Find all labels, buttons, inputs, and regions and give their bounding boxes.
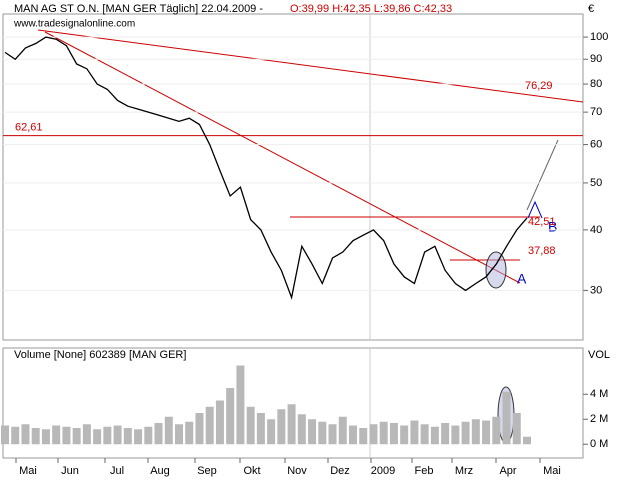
ohlc: O:39,99 H:42,35 L:39,86 C:42,33: [290, 3, 452, 15]
y-tick-label: 60: [590, 138, 602, 150]
volume-bar: [359, 428, 368, 445]
y-tick-label: 80: [590, 78, 602, 90]
y-tick-label: 40: [590, 224, 602, 236]
x-tick-label: Dez: [330, 465, 350, 477]
x-tick-label: Apr: [499, 465, 516, 477]
volume-bar: [318, 421, 327, 445]
wave-label: B: [548, 219, 557, 235]
trendline: [44, 31, 521, 284]
volume-bar: [338, 416, 347, 445]
volume-bar: [21, 424, 30, 445]
x-tick-label: Aug: [150, 465, 170, 477]
watermark: www.tradesignalonline.com: [13, 19, 135, 30]
volume-bar: [236, 365, 245, 445]
volume-bar: [482, 420, 491, 445]
x-tick-label: Sep: [197, 465, 217, 477]
annotation-label: 76,29: [525, 80, 553, 92]
volume-bar: [297, 414, 306, 445]
volume-bar: [492, 416, 501, 445]
annotation-label: 62,61: [15, 122, 43, 134]
y-unit: €: [588, 3, 594, 15]
volume-bar: [205, 406, 214, 445]
forecast-line: [526, 139, 559, 211]
volume-bar: [512, 413, 521, 445]
volume-bar: [451, 425, 460, 445]
highlight: [485, 251, 507, 289]
volume-bar: [41, 429, 50, 445]
volume-bar: [430, 426, 439, 445]
y-tick-label: 4 M: [590, 388, 608, 400]
price-panel: [2, 13, 584, 341]
volume-bar: [400, 425, 409, 445]
volume-bar: [31, 428, 40, 445]
volume-bar: [441, 423, 450, 445]
volume-bar: [82, 424, 91, 445]
volume-bar: [144, 426, 153, 445]
volume-bar: [256, 413, 265, 445]
chart-title: MAN AG ST O.N. [MAN GER Täglich] 22.04.2…: [14, 3, 263, 15]
price-line: [4, 36, 528, 300]
volume-bar: [410, 420, 419, 445]
trendline: [37, 29, 584, 103]
annotation-label: 42,51: [528, 216, 556, 228]
x-tick-label: Feb: [415, 465, 434, 477]
volume-bar: [1, 425, 9, 445]
volume-bar: [62, 426, 71, 445]
volume-bar: [461, 421, 470, 445]
volume-bar: [328, 424, 337, 445]
y-tick-label: 0 M: [590, 438, 608, 450]
volume-bar: [215, 400, 224, 445]
volume-title: Volume [None] 602389 [MAN GER]: [14, 349, 186, 361]
volume-bar: [502, 391, 511, 445]
y-tick-label: 90: [590, 53, 602, 65]
volume-bar: [93, 429, 102, 445]
y-tick-label: 70: [590, 106, 602, 118]
volume-bar: [113, 425, 122, 445]
annotation-label: 37,88: [528, 245, 556, 257]
y-tick-label: 50: [590, 177, 602, 189]
volume-bar: [103, 426, 112, 445]
volume-bar: [11, 426, 20, 445]
x-tick-label: Okt: [243, 465, 260, 477]
y-tick-label: 100: [590, 31, 608, 43]
wave-marker: [527, 200, 543, 219]
y-tick-label: 2 M: [590, 413, 608, 425]
volume-bar: [420, 424, 429, 445]
volume-bar: [164, 416, 173, 445]
volume-bar: [267, 419, 276, 445]
volume-unit: VOL: [588, 349, 610, 361]
volume-bar: [72, 428, 81, 445]
volume-bar: [52, 425, 61, 445]
x-tick-label: Mai: [19, 465, 37, 477]
volume-bar: [523, 436, 531, 445]
x-tick-label: Jun: [61, 465, 79, 477]
volume-bar: [185, 421, 194, 445]
x-tick-label: 2009: [371, 465, 395, 477]
y-tick-label: 30: [590, 284, 602, 296]
x-tick-label: Mai: [543, 465, 561, 477]
x-tick-label: Mrz: [455, 465, 473, 477]
volume-bar: [226, 388, 235, 445]
x-tick-label: Nov: [287, 465, 307, 477]
volume-bar: [369, 424, 378, 445]
volume-bar: [287, 404, 296, 445]
volume-bar: [308, 419, 317, 445]
volume-bar: [277, 409, 286, 445]
volume-bar: [195, 413, 204, 445]
volume-bar: [389, 423, 398, 445]
volume-bar: [123, 428, 132, 445]
volume-bar: [379, 421, 388, 445]
volume-bar: [246, 406, 255, 445]
wave-label: A: [517, 271, 527, 287]
volume-bar: [471, 419, 480, 445]
volume-bar: [349, 425, 357, 445]
volume-bar: [134, 429, 143, 445]
volume-bar: [154, 423, 163, 445]
volume-bar: [175, 424, 183, 445]
x-tick-label: Jul: [110, 465, 124, 477]
